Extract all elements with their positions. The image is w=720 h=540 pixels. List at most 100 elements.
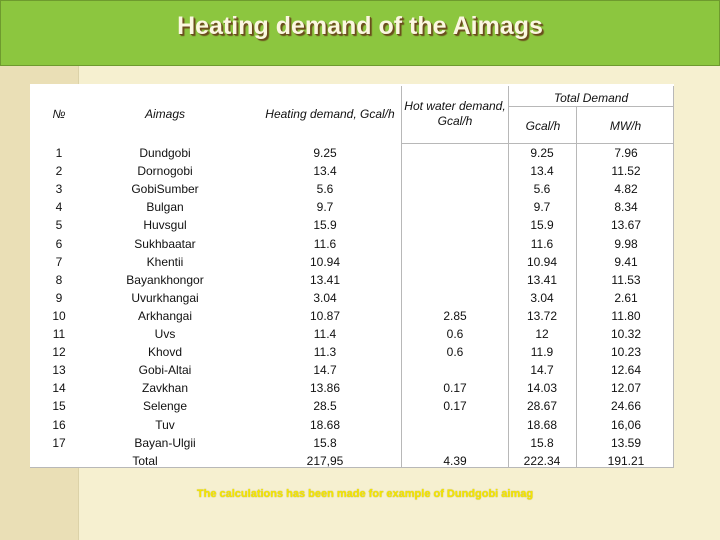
cell-heating: 18.68 (309, 417, 341, 432)
grid-line (401, 86, 402, 468)
footnote: The calculations has been made for examp… (196, 488, 534, 500)
cell-aimag: Dornogobi (137, 164, 193, 179)
cell-heating: 3.04 (313, 290, 337, 305)
cell-mw: 13.59 (610, 435, 642, 450)
cell-hotwater (404, 416, 506, 434)
cell-no: 14 (52, 381, 66, 396)
cell-aimag: Khentii (146, 254, 184, 269)
cell-no: 11 (52, 327, 66, 341)
total-mw: 191.21 (607, 453, 645, 468)
cell-gcal: 14.03 (526, 381, 558, 396)
cell-gcal: 15.9 (530, 218, 554, 233)
cell-hotwater: 0.17 (443, 399, 467, 414)
cell-heating: 13.41 (309, 272, 341, 287)
cell-gcal: 3.04 (530, 290, 554, 305)
cell-mw: 2.61 (614, 290, 638, 305)
cell-gcal: 28.67 (526, 399, 558, 414)
cell-mw: 10.32 (610, 327, 642, 341)
cell-gcal: 18.68 (526, 417, 558, 432)
cell-heating: 15.9 (313, 218, 337, 233)
grid-line (576, 106, 577, 468)
cell-hotwater (404, 271, 506, 289)
cell-mw: 7.96 (614, 146, 638, 160)
cell-no: 2 (55, 164, 63, 179)
cell-no: 4 (55, 200, 63, 215)
cell-no: 15 (52, 399, 66, 414)
cell-gcal: 9.25 (530, 146, 554, 160)
grid-line (673, 86, 674, 468)
cell-mw: 13.67 (610, 218, 642, 233)
cell-aimag: GobiSumber (131, 182, 199, 197)
cell-mw: 16,06 (610, 417, 642, 432)
grid-line (401, 143, 674, 144)
cell-mw: 4.82 (614, 182, 638, 197)
header-heating-demand: Heating demand, Gcal/h (265, 107, 395, 121)
cell-hotwater (404, 180, 506, 198)
cell-aimag: Uvurkhangai (131, 290, 199, 305)
cell-aimag: Bayan-Ulgii (134, 435, 196, 450)
cell-gcal: 15.8 (530, 435, 554, 450)
cell-gcal: 12 (535, 327, 549, 341)
cell-hotwater (404, 144, 506, 162)
cell-hotwater: 0.6 (446, 327, 464, 341)
cell-heating: 5.6 (316, 182, 334, 197)
cell-gcal: 11.9 (530, 345, 554, 360)
cell-no: 16 (52, 417, 66, 432)
title-banner (0, 0, 720, 66)
cell-gcal: 13.72 (526, 308, 558, 323)
grid-line (30, 467, 674, 468)
cell-mw: 12.64 (610, 363, 642, 378)
cell-no: 3 (55, 182, 63, 197)
header-total-demand: Total Demand (553, 91, 629, 105)
cell-aimag: Khovd (147, 345, 183, 360)
cell-hotwater (404, 216, 506, 234)
cell-aimag: Bulgan (146, 200, 184, 215)
header-no: № (52, 107, 66, 121)
cell-gcal: 10.94 (526, 254, 558, 269)
cell-hotwater: 2.85 (443, 308, 467, 323)
cell-heating: 28.5 (313, 399, 337, 414)
cell-aimag: Tuv (155, 417, 175, 432)
cell-no: 1 (55, 146, 63, 160)
cell-gcal: 14.7 (530, 363, 554, 378)
cell-mw: 9.98 (614, 236, 638, 251)
cell-aimag: Sukhbaatar (134, 236, 196, 251)
cell-mw: 11.80 (611, 308, 641, 323)
cell-heating: 15.8 (313, 435, 337, 450)
cell-aimag: Gobi-Altai (138, 363, 192, 378)
cell-hotwater (404, 253, 506, 271)
cell-mw: 11.52 (611, 164, 641, 179)
cell-hotwater: 0.6 (446, 345, 464, 360)
header-aimags: Aimags (144, 107, 185, 121)
cell-gcal: 13.4 (530, 164, 554, 179)
cell-aimag: Huvsgul (143, 218, 187, 233)
cell-aimag: Arkhangai (137, 308, 193, 323)
cell-no: 8 (55, 272, 63, 287)
cell-aimag: Dundgobi (139, 146, 191, 160)
cell-hotwater (404, 198, 506, 216)
cell-heating: 14.7 (313, 363, 337, 378)
cell-heating: 13.86 (309, 381, 341, 396)
cell-no: 17 (52, 435, 66, 450)
cell-hotwater (404, 361, 506, 379)
page-title: Heating demand of the Aimags (177, 12, 543, 40)
cell-hotwater (404, 289, 506, 307)
cell-hotwater (404, 162, 506, 180)
header-mw: MW/h (609, 119, 642, 133)
cell-aimag: Bayankhongor (126, 272, 204, 287)
cell-no: 12 (52, 345, 66, 360)
total-hotwater: 4.39 (443, 453, 467, 468)
total-label: Total (132, 453, 158, 468)
cell-aimag: Uvs (154, 327, 176, 341)
cell-no: 10 (52, 308, 66, 323)
cell-no: 5 (55, 218, 63, 233)
cell-hotwater (404, 235, 506, 253)
cell-heating: 13.4 (313, 164, 337, 179)
cell-gcal: 5.6 (533, 182, 551, 197)
cell-no: 13 (52, 363, 66, 378)
cell-mw: 10.23 (610, 345, 642, 360)
cell-heating: 9.7 (316, 200, 334, 215)
cell-heating: 11.4 (313, 327, 337, 341)
cell-gcal: 13.41 (526, 272, 558, 287)
cell-mw: 11.53 (611, 272, 641, 287)
